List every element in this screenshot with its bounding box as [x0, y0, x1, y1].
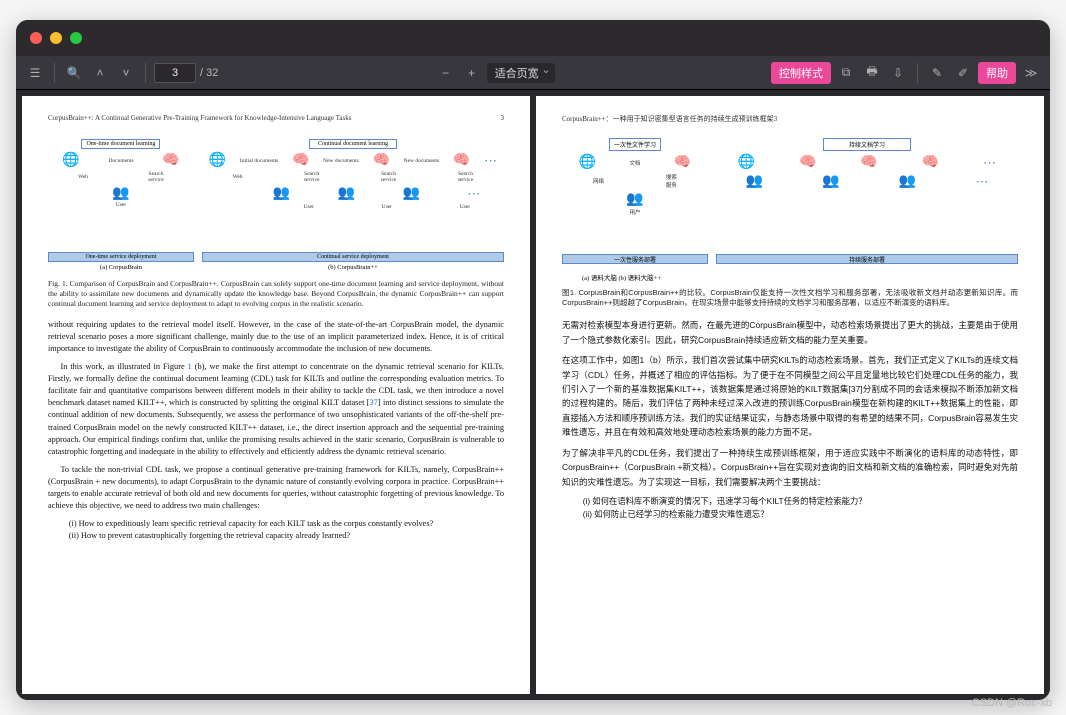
brain-icon: 🧠: [674, 154, 691, 171]
globe-icon: 🌐: [62, 152, 79, 169]
more-icon[interactable]: ≫: [1020, 62, 1042, 84]
brain-icon: 🧠: [860, 154, 877, 171]
draw-icon[interactable]: ✐: [952, 62, 974, 84]
para-2-cn: 在这项工作中，如图1（b）所示，我们首次尝试集中研究KILTs的动态检索场景。首…: [562, 353, 1018, 440]
fig-b-bar: Continual service deployment: [202, 252, 504, 262]
download-icon[interactable]: ⇩: [887, 62, 909, 84]
brain-icon: 🧠: [372, 152, 389, 169]
user-icon: 👥: [338, 185, 355, 202]
user-icon: 👥: [112, 185, 129, 202]
challenge-i: (i) How to expeditiously learn specific …: [69, 518, 504, 530]
open-file-icon[interactable]: ⧉: [835, 62, 857, 84]
fig-b-top-label: Continual document learning: [309, 139, 397, 149]
globe-icon: 🌐: [738, 154, 755, 171]
print-icon[interactable]: 🖶: [861, 62, 883, 84]
search-icon[interactable]: 🔍: [63, 62, 85, 84]
documents-label: 文档: [629, 159, 640, 167]
fig-a-bar-cn: 一次性服务部署: [562, 254, 708, 264]
para-2: In this work, as illustrated in Figure 1…: [48, 361, 504, 457]
ellipsis-icon: ⋯: [975, 174, 988, 190]
fig-sub-cn: (a) 语料大脑 (b) 语料大脑++: [582, 272, 1018, 282]
brain-icon: 🧠: [292, 152, 309, 169]
brain-icon: 🧠: [453, 152, 470, 169]
ellipsis-icon: ⋯: [983, 155, 996, 171]
new-docs-label: New documents: [323, 158, 359, 164]
body-text-right: 无需对检索模型本身进行更新。然而，在最先进的CorpusBrain模型中，动态检…: [562, 318, 1018, 520]
figure-caption-right: 图1. CorpusBrain和CorpusBrain++的比较。CorpusB…: [562, 288, 1018, 308]
page-right: CorpusBrain++：一种用于知识密集型语言任务的持续生成预训练框架3 一…: [536, 96, 1044, 694]
app-window: ☰ 🔍 ˄ ˅ / 32 − + 适合页宽 控制样式 ⧉ 🖶 ⇩ ✎ ✐ 帮助 …: [16, 20, 1050, 700]
init-docs-label: Initial documents: [240, 158, 278, 164]
ellipsis-icon: ⋯: [467, 186, 480, 202]
globe-icon: 🌐: [209, 152, 226, 169]
zoom-dot[interactable]: [70, 32, 82, 44]
user-label: User: [48, 202, 194, 208]
help-button[interactable]: 帮助: [978, 62, 1016, 84]
zoom-out-icon[interactable]: −: [435, 62, 457, 84]
documents-label: Documents: [108, 158, 133, 164]
running-head-right: CorpusBrain++：一种用于知识密集型语言任务的持续生成预训练框架3: [562, 114, 1018, 124]
ellipsis-icon: ⋯: [484, 153, 497, 169]
user-label: User: [303, 204, 313, 210]
user-icon: 👥: [402, 185, 419, 202]
page-number-input[interactable]: [154, 63, 196, 83]
control-style-button[interactable]: 控制样式: [771, 62, 831, 84]
next-page-icon[interactable]: ˅: [115, 62, 137, 84]
search-label: 搜索 服务: [666, 173, 677, 189]
user-icon: 👥: [273, 185, 290, 202]
globe-icon: 🌐: [579, 154, 596, 171]
challenge-i-cn: (i) 如何在语料库不断演变的情况下，迅速学习每个KILT任务的特定检索能力？: [583, 495, 1018, 507]
fig-a-top-label: One-time document learning: [81, 139, 160, 149]
edit-icon[interactable]: ✎: [926, 62, 948, 84]
user-icon: 👥: [822, 173, 839, 190]
para-1-cn: 无需对检索模型本身进行更新。然而，在最先进的CorpusBrain模型中，动态检…: [562, 318, 1018, 347]
brain-icon: 🧠: [799, 154, 816, 171]
web-label: 网络: [593, 177, 604, 185]
search-label: Search service: [304, 171, 320, 183]
running-head-left: CorpusBrain++: A Continual Generative Pr…: [48, 114, 504, 122]
user-icon: 👥: [626, 191, 643, 208]
search-label: Search service: [148, 171, 164, 183]
figure-caption-left: Fig. 1. Comparison of CorpusBrain and Co…: [48, 279, 504, 309]
page-total: / 32: [200, 67, 218, 79]
user-label: 用户: [562, 208, 708, 216]
page-left: CorpusBrain++: A Continual Generative Pr…: [22, 96, 530, 694]
web-label: Web: [233, 174, 243, 180]
fig-a-sub: (a) CorpusBrain: [48, 264, 194, 271]
zoom-in-icon[interactable]: +: [461, 62, 483, 84]
challenge-ii: (ii) How to prevent catastrophically for…: [69, 530, 504, 542]
new-docs-label: New documents: [404, 158, 440, 164]
user-icon: 👥: [746, 173, 763, 190]
web-label: Web: [78, 174, 88, 180]
toolbar: ☰ 🔍 ˄ ˅ / 32 − + 适合页宽 控制样式 ⧉ 🖶 ⇩ ✎ ✐ 帮助 …: [16, 56, 1050, 90]
brain-icon: 🧠: [162, 152, 179, 169]
fig-a-top-label-cn: 一次性文件学习: [609, 138, 661, 151]
watermark: CSDN @Roc-xb: [972, 697, 1052, 709]
fig-a-bar: One-time service deployment: [48, 252, 194, 262]
para-3-cn: 为了解决非平凡的CDL任务，我们提出了一种持续生成预训练框架，用于适应实践中不断…: [562, 446, 1018, 489]
user-label: User: [460, 204, 470, 210]
prev-page-icon[interactable]: ˄: [89, 62, 111, 84]
fig-b-top-label-cn: 持续文档学习: [823, 138, 911, 151]
figure-1-cn: 一次性文件学习 🌐 文档 🧠 网络 搜索 服务 👥 用户: [562, 134, 1018, 264]
user-label: User: [382, 204, 392, 210]
search-label: Search service: [458, 171, 474, 183]
zoom-select[interactable]: 适合页宽: [487, 63, 555, 83]
ref-37[interactable]: 37: [370, 398, 378, 407]
user-icon: 👥: [899, 173, 916, 190]
minimize-dot[interactable]: [50, 32, 62, 44]
pdf-viewer: CorpusBrain++: A Continual Generative Pr…: [16, 90, 1050, 700]
fig-b-sub: (b) CorpusBrain++: [202, 264, 504, 271]
close-dot[interactable]: [30, 32, 42, 44]
brain-icon: 🧠: [922, 154, 939, 171]
fig-b-bar-cn: 持续服务部署: [716, 254, 1018, 264]
search-label: Search service: [381, 171, 397, 183]
figure-1: One-time document learning 🌐 Documents 🧠…: [48, 132, 504, 271]
challenge-ii-cn: (ii) 如何防止已经学习的检索能力遭受灾难性遗忘？: [583, 508, 1018, 520]
para-1: without requiring updates to the retriev…: [48, 319, 504, 355]
titlebar: [16, 20, 1050, 56]
body-text-left: without requiring updates to the retriev…: [48, 319, 504, 542]
sidebar-toggle-icon[interactable]: ☰: [24, 62, 46, 84]
para-3: To tackle the non-trivial CDL task, we p…: [48, 464, 504, 512]
